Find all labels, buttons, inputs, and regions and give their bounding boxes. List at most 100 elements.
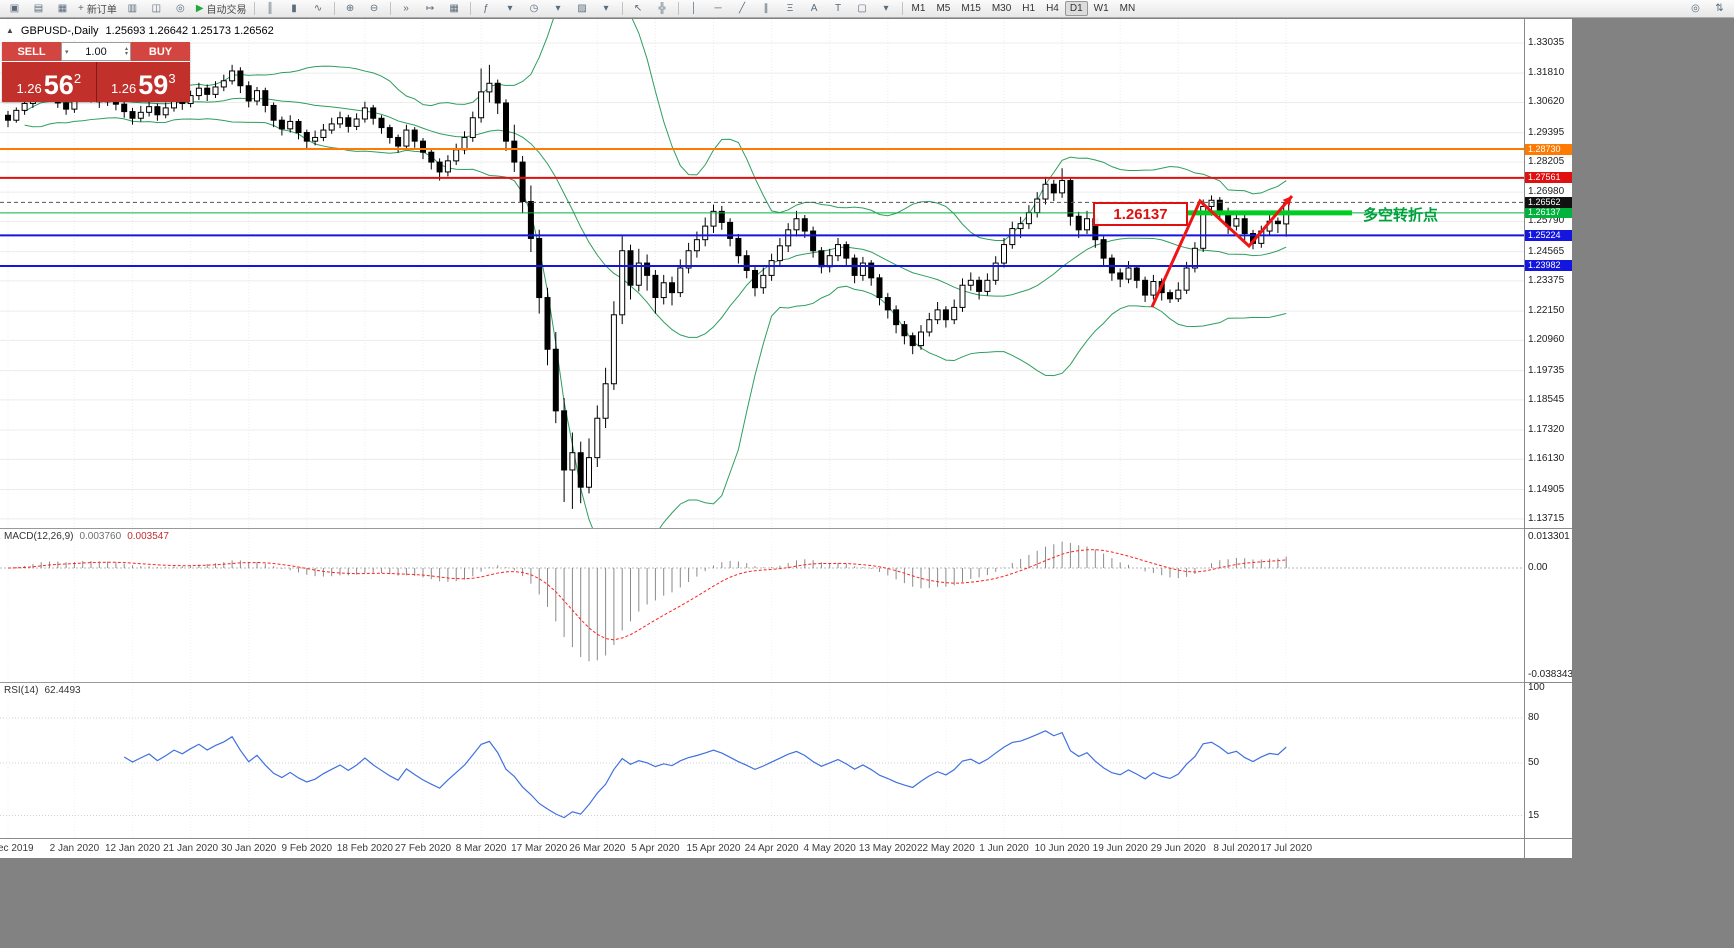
new-order-button[interactable]: + 新订单 xyxy=(75,1,120,16)
buy-price-point: 3 xyxy=(168,71,176,86)
autotrade-button[interactable]: ▶ 自动交易 xyxy=(193,1,250,16)
bar-chart-button[interactable]: ║ xyxy=(259,1,282,16)
line-chart-button[interactable]: ∿ xyxy=(307,1,330,16)
chart-shift-icon: ↦ xyxy=(425,2,435,14)
axis-label: 1.28205 xyxy=(1528,155,1565,167)
shapes-button[interactable]: ▢ xyxy=(851,1,874,16)
macd-label: MACD(12,26,9) 0.003760 0.003547 xyxy=(4,531,169,542)
axis-label: 1.33035 xyxy=(1528,37,1565,48)
turning-point-annotation[interactable]: 多空转折点 xyxy=(1363,207,1439,224)
rsi-axis-label: 15 xyxy=(1528,809,1540,821)
templates-dropdown-button[interactable]: ▾ xyxy=(595,1,618,16)
text-icon: A xyxy=(810,2,818,14)
chart-icon: ▲ xyxy=(6,26,14,35)
timeframe-h1-button[interactable]: H1 xyxy=(1022,3,1036,14)
axis-label: 1.31810 xyxy=(1528,67,1565,79)
date-label: 17 Jul 2020 xyxy=(1260,843,1313,854)
buy-price-button[interactable]: 1.26 59 3 xyxy=(96,62,190,102)
crosshair-icon: ╬ xyxy=(658,2,666,14)
main-chart-pane[interactable] xyxy=(0,19,1524,528)
vertical-line-button[interactable]: │ xyxy=(683,1,706,16)
axis-label: 1.30620 xyxy=(1528,96,1565,108)
zoom-out-button[interactable]: ⊖ xyxy=(363,1,386,16)
timeframe-m5-button[interactable]: M5 xyxy=(936,3,951,14)
buy-button[interactable]: BUY xyxy=(131,42,190,61)
equidistant-channel-icon: ∥ xyxy=(763,2,769,14)
sell-price-button[interactable]: 1.26 56 2 xyxy=(2,62,96,102)
macd-indicator-pane[interactable] xyxy=(0,528,1524,682)
toolbar-separator xyxy=(621,2,623,15)
market-watch-icon: ▥ xyxy=(127,2,138,14)
date-label: 18 Feb 2020 xyxy=(336,843,393,854)
data-window-button[interactable]: ◫ xyxy=(145,1,168,16)
market-watch-button[interactable]: ▥ xyxy=(121,1,144,16)
price-level-tag: 1.23982 xyxy=(1525,260,1572,272)
periods-button[interactable]: ◷ xyxy=(523,1,546,16)
axis-label: 1.20960 xyxy=(1528,334,1565,346)
navigator-button[interactable]: ◎ xyxy=(169,1,192,16)
profiles-button[interactable]: ▤ xyxy=(27,1,50,16)
auto-scroll-button[interactable]: » xyxy=(395,1,418,16)
cursor-icon: ↖ xyxy=(633,2,643,14)
periods-dropdown-button[interactable]: ▾ xyxy=(547,1,570,16)
trendline-button[interactable]: ╱ xyxy=(731,1,754,16)
equidistant-channel-button[interactable]: ∥ xyxy=(755,1,778,16)
timeframe-mn-button[interactable]: MN xyxy=(1119,3,1136,14)
rsi-axis-label: 80 xyxy=(1528,712,1540,723)
indicators-dropdown-icon: ▾ xyxy=(507,2,513,14)
timeframe-m30-button[interactable]: M30 xyxy=(991,3,1012,14)
community-button[interactable]: ◎ xyxy=(1684,1,1707,16)
vertical-line-icon: │ xyxy=(690,2,698,14)
open-file-button[interactable]: ▦ xyxy=(51,1,74,16)
price-level-annotation[interactable]: 1.26137 xyxy=(1093,202,1188,226)
horizontal-line-button[interactable]: ─ xyxy=(707,1,730,16)
cursor-button[interactable]: ↖ xyxy=(627,1,650,16)
price-level-tag: 1.25224 xyxy=(1525,229,1572,241)
zoom-in-button[interactable]: ⊕ xyxy=(339,1,362,16)
axis-label: 1.29395 xyxy=(1528,126,1565,138)
timeframe-h4-button[interactable]: H4 xyxy=(1046,3,1059,14)
bar-chart-icon: ║ xyxy=(266,2,274,14)
new-chart-button[interactable]: ▣ xyxy=(3,1,26,16)
timeframe-w1-button[interactable]: W1 xyxy=(1093,3,1109,14)
templates-button[interactable]: ▨ xyxy=(571,1,594,16)
price-axis[interactable]: 1.33035 1.31810 1.30620 1.29395 1.28205 1.269… xyxy=(1524,19,1572,858)
date-label: 1 Jun 2020 xyxy=(979,843,1029,854)
text-label-button[interactable]: T xyxy=(827,1,850,16)
candlestick-chart-button[interactable]: ▮ xyxy=(283,1,306,16)
volume-dropdown-icon[interactable]: ▾ xyxy=(65,48,69,56)
date-label: 19 Jun 2020 xyxy=(1092,843,1148,854)
grid-button[interactable]: ▦ xyxy=(443,1,466,16)
fibonacci-button[interactable]: Ξ xyxy=(779,1,802,16)
rsi-label: RSI(14) 62.4493 xyxy=(4,685,81,696)
crosshair-button[interactable]: ╬ xyxy=(651,1,674,16)
indicators-button[interactable]: ƒ xyxy=(475,1,498,16)
date-label: 4 Dec 2019 xyxy=(0,843,34,854)
macd-name: MACD(12,26,9) xyxy=(4,531,74,542)
arrows-dropdown-icon: ▾ xyxy=(883,2,889,14)
date-label: 5 Apr 2020 xyxy=(631,843,680,854)
timeframe-d1-button[interactable]: D1 xyxy=(1064,1,1088,16)
rsi-indicator-pane[interactable] xyxy=(0,682,1524,838)
timeframe-m1-button[interactable]: M1 xyxy=(911,3,926,14)
text-button[interactable]: A xyxy=(803,1,826,16)
arrows-dropdown-button[interactable]: ▾ xyxy=(875,1,898,16)
chart-title: ▲ GBPUSD-,Daily 1.25693 1.26642 1.25173 … xyxy=(6,25,274,37)
axis-label: 1.26980 xyxy=(1528,186,1565,198)
connection-icon: ⇅ xyxy=(1715,2,1724,14)
periods-icon: ◷ xyxy=(529,2,539,14)
date-label: 26 Mar 2020 xyxy=(569,843,626,854)
volume-input[interactable]: ▾ 1.00 ▴ ▾ xyxy=(61,42,131,61)
volume-spinner[interactable]: ▴ ▾ xyxy=(124,45,128,57)
new-order-label: 新订单 xyxy=(86,5,117,16)
indicators-dropdown-button[interactable]: ▾ xyxy=(499,1,522,16)
timeframe-m15-button[interactable]: M15 xyxy=(961,3,981,14)
volume-value: 1.00 xyxy=(85,45,107,58)
chart-shift-button[interactable]: ↦ xyxy=(419,1,442,16)
community-icon: ◎ xyxy=(1691,2,1700,14)
sell-button[interactable]: SELL xyxy=(2,42,61,61)
fibonacci-icon: Ξ xyxy=(786,2,794,14)
axis-label: 1.17320 xyxy=(1528,424,1565,436)
connection-button[interactable]: ⇅ xyxy=(1708,1,1731,16)
